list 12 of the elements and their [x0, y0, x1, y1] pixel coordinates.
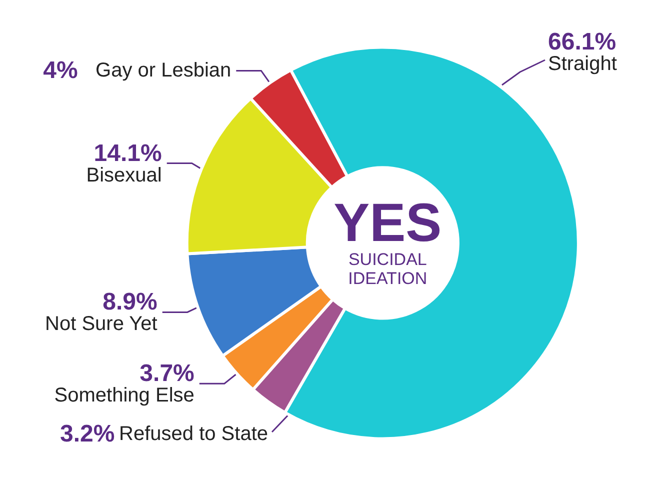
- slice-label: Refused to State: [119, 423, 268, 445]
- slice-label: Something Else: [54, 384, 194, 407]
- slice-label: Bisexual: [86, 164, 162, 186]
- slice-label: Straight: [548, 53, 618, 75]
- slice-label: Not Sure Yet: [45, 313, 158, 336]
- data-label: 4%: [43, 57, 78, 84]
- slice-label: Gay or Lesbian: [96, 60, 232, 82]
- data-label: 14.1%: [94, 140, 162, 167]
- data-label: 3.7%: [140, 360, 194, 388]
- data-label: 8.9%: [102, 288, 158, 316]
- data-label: 66.1%: [548, 28, 616, 56]
- data-label: 3.2%: [60, 420, 115, 448]
